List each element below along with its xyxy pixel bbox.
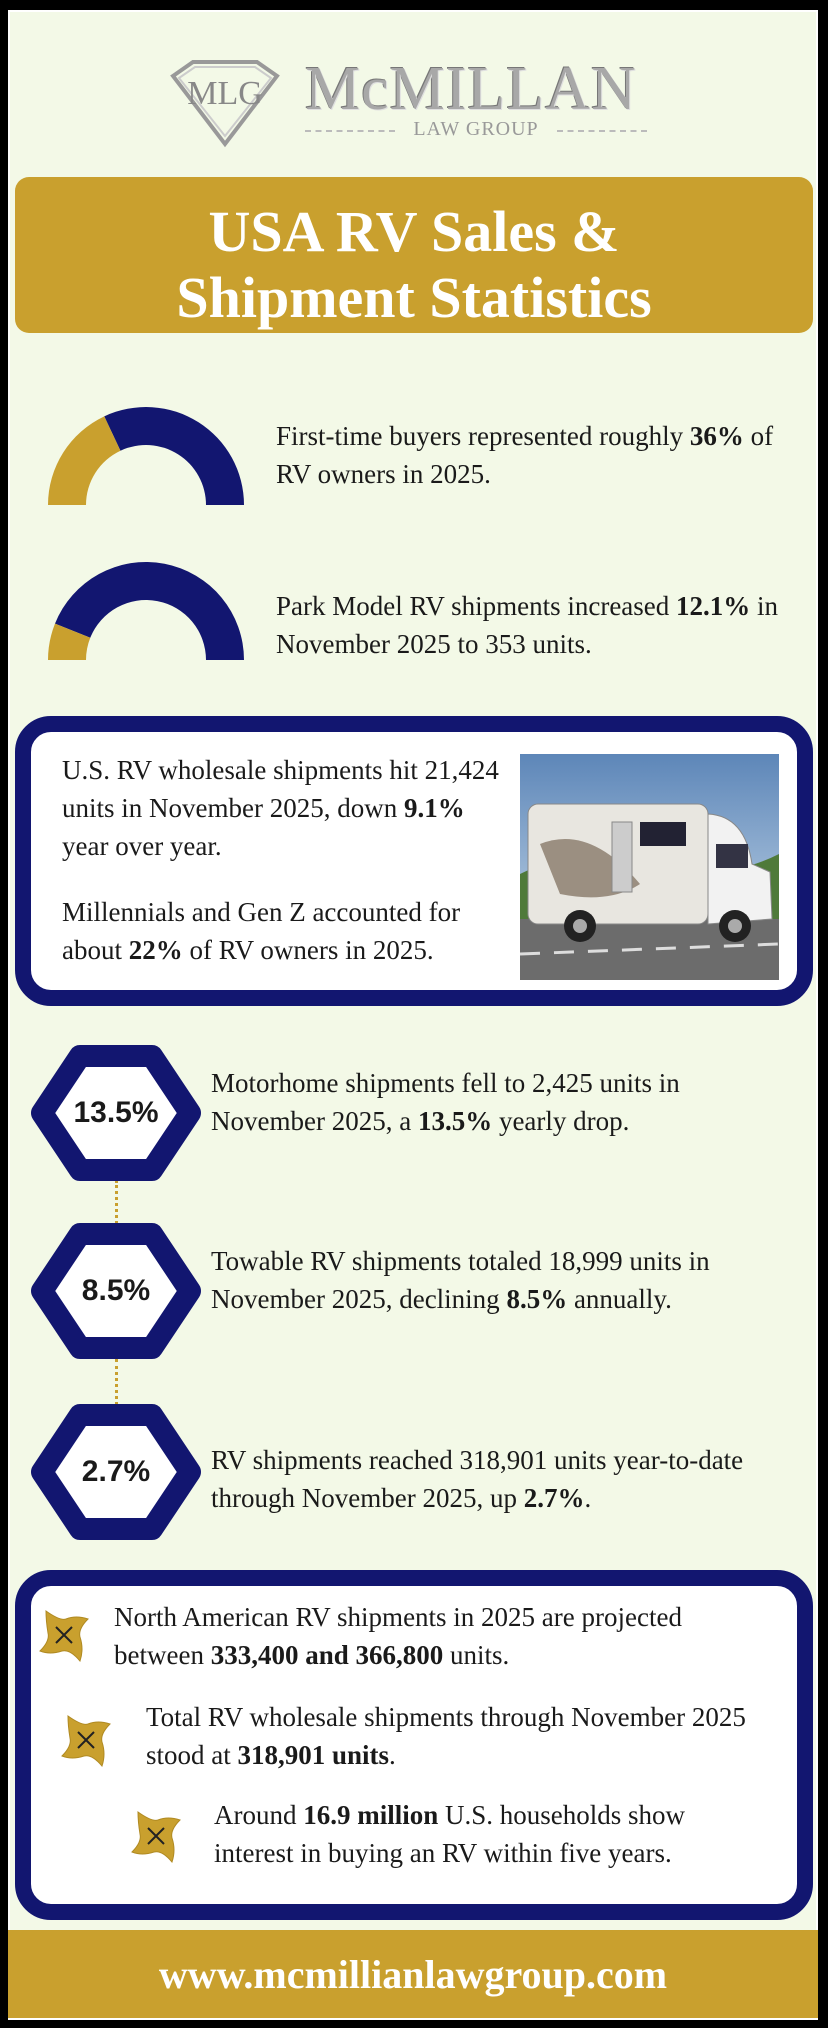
connector-dots: [115, 1359, 118, 1405]
stat-text: of RV owners in 2025.: [276, 421, 774, 489]
stat-text: of RV owners in 2025.: [182, 935, 434, 965]
hex-badge-label: 13.5%: [73, 1096, 159, 1129]
stat-highlight: 318,901 units: [237, 1740, 390, 1770]
stat-text: Millennials and Gen Z accounted for abou…: [62, 897, 461, 965]
hex-badge-ytd: 2.7%: [30, 1403, 202, 1541]
title-line-2: Shipment Statistics: [176, 265, 652, 330]
stat-text: yearly drop.: [492, 1106, 630, 1136]
stat-text: year over year.: [62, 831, 222, 861]
gauge-remainder-segment: [54, 562, 244, 660]
stat-text: Park Model RV shipments increased: [276, 591, 677, 621]
gauge-remainder-segment: [104, 407, 245, 505]
stat-text: North American RV shipments in 2025 are …: [114, 1602, 682, 1670]
stat-text: in November 2025 to 353 units.: [276, 591, 779, 659]
bullets-box: [15, 1570, 813, 1920]
stat-highlight: 2.7%: [523, 1483, 585, 1513]
stat-highlight: 16.9 million: [303, 1800, 439, 1830]
pinwheel-x-icon: [39, 1610, 89, 1663]
rv-photo: [520, 754, 779, 980]
stat-text: Total RV wholesale shipments through Nov…: [146, 1702, 746, 1770]
stat-highlight: 22%: [128, 935, 183, 965]
stat-text: .: [389, 1740, 396, 1770]
stat-towable: Towable RV shipments totaled 18,999 unit…: [211, 1242, 791, 1318]
logo-subtitle: LAW GROUP: [305, 118, 647, 141]
gauge-value-segment: [48, 623, 91, 660]
stat-highlight: 9.1%: [403, 793, 465, 823]
footer-banner: www.mcmillianlawgroup.com: [8, 1930, 818, 2018]
hex-badge-label: 2.7%: [81, 1455, 151, 1488]
hex-badge-motorhome: 13.5%: [30, 1044, 202, 1182]
stat-text: annually.: [567, 1284, 672, 1314]
diamond-logo-icon: MLG: [170, 60, 280, 148]
stat-wholesale: U.S. RV wholesale shipments hit 21,424 u…: [62, 751, 507, 865]
website-link[interactable]: www.mcmillianlawgroup.com: [158, 1951, 668, 1997]
hex-badge-label: 8.5%: [81, 1274, 151, 1307]
logo-name: McMILLAN: [305, 55, 637, 123]
stat-highlight: 333,400 and 366,800: [210, 1640, 444, 1670]
pinwheel-x-icon: [131, 1811, 181, 1864]
stat-first-time-buyers: First-time buyers represented roughly 36…: [276, 417, 796, 493]
stat-highlight: 12.1%: [676, 591, 751, 621]
pinwheel-x-icon: [61, 1715, 111, 1768]
bullet-households: Around 16.9 million U.S. households show…: [214, 1796, 754, 1872]
stat-highlight: 13.5%: [417, 1106, 493, 1136]
bullet-projection: North American RV shipments in 2025 are …: [114, 1598, 774, 1674]
gauge-first-time-buyers: [48, 407, 245, 505]
logo: MLG McMILLAN LAW GROUP: [165, 55, 665, 148]
hexagon-icon: [31, 1045, 201, 1181]
hexagon-icon: [31, 1404, 201, 1540]
svg-text:MLG: MLG: [187, 75, 263, 112]
stat-text: .: [584, 1483, 592, 1513]
stat-motorhome: Motorhome shipments fell to 2,425 units …: [211, 1064, 791, 1140]
bullet-total-wholesale: Total RV wholesale shipments through Nov…: [146, 1698, 776, 1774]
stat-text: Towable RV shipments totaled 18,999 unit…: [211, 1246, 710, 1314]
gauge-value-segment: [48, 416, 121, 505]
stat-ytd: RV shipments reached 318,901 units year-…: [211, 1441, 791, 1517]
stat-text: units.: [443, 1640, 510, 1670]
stat-highlight: 36%: [689, 421, 744, 451]
stat-park-model: Park Model RV shipments increased 12.1% …: [276, 587, 796, 663]
stat-millennials: Millennials and Gen Z accounted for abou…: [62, 893, 507, 969]
title-banner: USA RV Sales & Shipment Statistics: [15, 177, 813, 333]
hexagon-icon: [31, 1223, 201, 1359]
hex-badge-towable: 8.5%: [30, 1222, 202, 1360]
connector-dots: [115, 1180, 118, 1224]
stat-text: U.S. households show interest in buying …: [214, 1800, 686, 1868]
stat-text: Motorhome shipments fell to 2,425 units …: [211, 1068, 680, 1136]
gauge-park-model: [48, 562, 244, 660]
stat-text: RV shipments reached 318,901 units year-…: [211, 1445, 744, 1513]
title-line-1: USA RV Sales &: [208, 199, 620, 264]
stat-text: U.S. RV wholesale shipments hit 21,424 u…: [62, 755, 499, 823]
stat-text: First-time buyers represented roughly: [276, 421, 690, 451]
stat-text: Around: [214, 1800, 304, 1830]
stat-highlight: 8.5%: [506, 1284, 568, 1314]
